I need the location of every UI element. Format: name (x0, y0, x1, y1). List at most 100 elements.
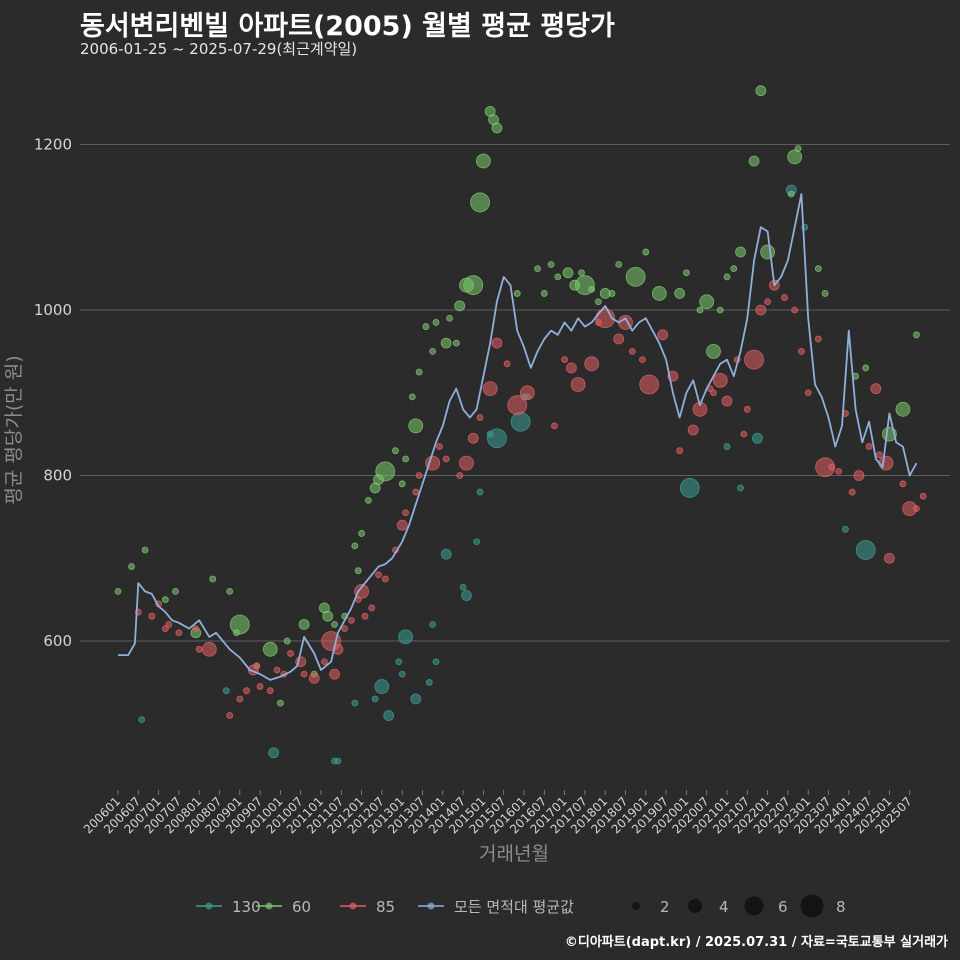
point-60-51 (554, 273, 562, 281)
point-60-75 (760, 244, 775, 260)
point-60-76 (787, 190, 795, 198)
point-60-74 (755, 85, 767, 97)
point-60-9 (229, 614, 250, 635)
point-130-32 (842, 525, 849, 533)
point-60-54 (578, 269, 585, 277)
point-85-50 (519, 385, 535, 401)
point-60-2 (141, 546, 149, 554)
y-tick-800: 800 (43, 467, 72, 485)
point-85-7 (195, 645, 203, 653)
legend-dot-2 (349, 902, 357, 910)
point-60-26 (375, 461, 396, 482)
average-line-path (118, 193, 918, 681)
point-85-44 (467, 432, 479, 444)
legend-size-label-2: 6 (778, 898, 788, 916)
point-85-49 (507, 395, 528, 416)
point-130-14 (429, 621, 437, 628)
point-130-16 (440, 548, 452, 560)
scatter-points (114, 85, 927, 765)
chart-title: 동서변리벤빌 아파트(2005) 월별 평균 평당가 (80, 11, 615, 42)
point-85-85 (828, 463, 836, 471)
grid-lines (80, 144, 950, 642)
point-85-76 (755, 304, 767, 316)
point-85-97 (913, 505, 920, 513)
point-85-63 (657, 329, 669, 341)
point-130-29 (752, 432, 763, 444)
x-axis-title: 거래년월 (479, 843, 549, 865)
point-130-2 (222, 687, 230, 695)
point-60-64 (674, 288, 686, 299)
point-85-62 (639, 374, 660, 395)
point-85-74 (743, 405, 751, 413)
point-85-15 (266, 687, 274, 695)
point-60-66 (696, 306, 704, 314)
point-85-39 (425, 455, 441, 471)
point-85-29 (354, 583, 370, 599)
point-60-7 (226, 587, 234, 595)
x-tick-labels: 2006012006072007012007072008012008072009… (81, 790, 915, 837)
legend-dot-3 (427, 902, 435, 910)
point-85-80 (791, 306, 799, 314)
legend-size-dot-3 (800, 894, 824, 918)
point-85-10 (236, 695, 244, 703)
point-85-81 (798, 347, 805, 355)
point-85-6 (192, 625, 200, 633)
point-85-16 (273, 666, 281, 674)
point-60-31 (408, 418, 424, 434)
point-60-18 (331, 621, 338, 628)
point-60-59 (608, 290, 616, 297)
point-60-14 (298, 619, 310, 630)
point-130-0 (138, 716, 146, 724)
point-130-4 (334, 757, 342, 765)
chart-subtitle: 2006-01-25 ~ 2025-07-29(최근계약일) (80, 40, 358, 58)
point-85-77 (764, 298, 771, 306)
point-60-63 (651, 286, 667, 301)
point-60-62 (642, 248, 650, 256)
point-85-36 (402, 509, 409, 517)
y-tick-600: 600 (43, 632, 72, 650)
point-60-30 (408, 393, 416, 401)
point-85-41 (442, 455, 450, 463)
point-60-85 (913, 331, 920, 339)
point-130-15 (432, 658, 440, 666)
point-60-56 (588, 285, 596, 293)
point-60-77 (787, 149, 803, 165)
point-85-71 (721, 395, 733, 407)
point-60-80 (821, 290, 829, 297)
point-85-53 (565, 362, 577, 374)
point-85-95 (899, 480, 907, 488)
point-85-4 (165, 621, 173, 628)
point-60-23 (364, 496, 372, 504)
point-85-70 (712, 372, 728, 388)
point-85-61 (639, 356, 646, 364)
point-60-3 (161, 596, 169, 604)
point-85-30 (361, 612, 369, 620)
point-60-50 (547, 261, 555, 268)
point-60-82 (862, 364, 870, 372)
point-85-8 (201, 641, 217, 657)
point-130-12 (410, 693, 422, 705)
point-130-8 (383, 710, 395, 721)
point-85-55 (584, 356, 600, 372)
point-85-60 (628, 347, 636, 355)
point-60-17 (322, 610, 334, 622)
point-130-17 (459, 583, 467, 591)
point-60-79 (814, 265, 822, 273)
average-line (118, 193, 918, 681)
point-85-24 (329, 668, 340, 680)
point-85-37 (412, 488, 420, 496)
point-130-6 (371, 695, 379, 703)
point-85-93 (878, 455, 894, 471)
point-85-40 (436, 443, 443, 450)
point-60-73 (748, 155, 760, 167)
y-tick-1200: 1200 (34, 135, 72, 153)
point-60-57 (595, 298, 602, 306)
point-60-47 (513, 290, 521, 297)
point-85-94 (884, 552, 895, 564)
legend-label-1: 60 (292, 898, 311, 916)
source-credit: ©디아파트(dapt.kr) / 2025.07.31 / 자료=국토교통부 실… (564, 935, 948, 950)
point-60-38 (452, 339, 460, 347)
point-85-47 (491, 337, 503, 349)
point-130-23 (510, 411, 531, 432)
